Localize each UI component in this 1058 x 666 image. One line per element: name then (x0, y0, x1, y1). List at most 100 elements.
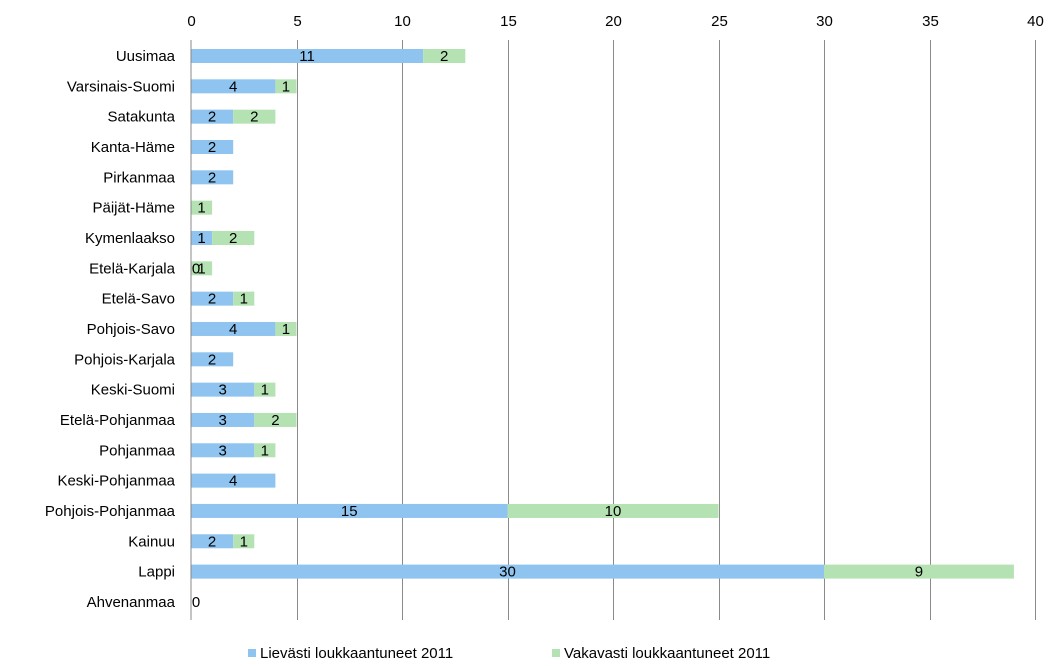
bar-vakavasti (191, 200, 213, 215)
category-label: Pohjois-Savo (87, 321, 175, 338)
bar-lievasti (191, 412, 255, 427)
bar-vakavasti (275, 321, 297, 336)
bar-vakavasti (275, 79, 297, 94)
data-label: 1 (240, 291, 248, 308)
data-label: 2 (208, 169, 216, 186)
bar-vakavasti (423, 49, 466, 63)
category-label: Pohjois-Pohjanmaa (45, 503, 176, 520)
data-label: 2 (208, 351, 216, 368)
bar-lievasti (191, 503, 508, 518)
data-label: 1 (261, 382, 269, 399)
bar-vakavasti (824, 564, 1014, 579)
x-tick-label: 25 (711, 13, 728, 30)
x-tick-label: 35 (922, 13, 939, 30)
data-label: 2 (250, 109, 258, 126)
data-label: 2 (208, 109, 216, 126)
bar-lievasti (191, 291, 234, 306)
legend-label: Lievästi loukkaantuneet 2011 (260, 645, 453, 662)
bar-vakavasti (254, 382, 276, 397)
x-tick-label: 40 (1027, 13, 1044, 30)
category-label: Pohjanmaa (99, 442, 176, 459)
bar-lievasti (191, 564, 824, 579)
category-label: Pirkanmaa (103, 169, 175, 186)
grid-lines (297, 40, 1036, 620)
bar-vakavasti (507, 503, 719, 518)
bar-lievasti (191, 473, 276, 488)
bar-vakavasti (212, 230, 255, 245)
data-label: 9 (915, 564, 923, 581)
data-label: 1 (197, 230, 205, 247)
category-label: Kymenlaakso (85, 230, 175, 247)
bar-lievasti (191, 170, 234, 185)
category-label: Kanta-Häme (91, 139, 175, 156)
bar-lievasti (191, 382, 255, 397)
category-label: Keski-Pohjanmaa (57, 473, 175, 490)
bar-lievasti (191, 321, 276, 336)
legend-swatch (552, 649, 560, 657)
category-label: Kainuu (128, 533, 175, 550)
data-label: 4 (229, 473, 237, 490)
category-label: Etelä-Pohjanmaa (60, 412, 176, 429)
x-tick-label: 10 (394, 13, 411, 30)
category-label: Etelä-Karjala (89, 260, 176, 277)
bar-vakavasti (233, 291, 255, 306)
data-label: 2 (229, 230, 237, 247)
bar-vakavasti (254, 443, 276, 458)
category-label: Lappi (138, 564, 175, 581)
bar-vakavasti (233, 534, 255, 549)
bar-lievasti (191, 230, 213, 245)
data-label: 1 (282, 321, 290, 338)
x-tick-label: 30 (816, 13, 833, 30)
category-label: Varsinais-Suomi (67, 78, 175, 95)
bar-lievasti (191, 443, 255, 458)
data-label: 3 (218, 442, 226, 459)
x-tick-label: 5 (293, 13, 301, 30)
data-label: 11 (299, 48, 315, 65)
data-label: 1 (240, 533, 248, 550)
category-label: Ahvenanmaa (87, 594, 176, 611)
data-label: 1 (261, 442, 269, 459)
bar-vakavasti (254, 412, 297, 427)
data-label: 2 (208, 291, 216, 308)
bar-lievasti (191, 109, 234, 124)
data-label: 15 (341, 503, 358, 520)
data-label: 2 (440, 48, 448, 65)
category-label: Pohjois-Karjala (74, 351, 176, 368)
x-axis-ticks: 0 5 10 15 20 25 30 35 40 (187, 13, 1044, 30)
bar-lievasti (191, 534, 234, 549)
data-label: 1 (197, 260, 205, 277)
category-label: Keski-Suomi (91, 382, 175, 399)
bar-vakavasti (191, 261, 213, 276)
data-label: 1 (282, 78, 290, 95)
category-label: Uusimaa (116, 48, 176, 65)
data-label: 10 (605, 503, 622, 520)
bars (191, 49, 1014, 579)
data-label: 3 (218, 382, 226, 399)
legend-label: Vakavasti loukkaantuneet 2011 (564, 645, 770, 662)
data-label: 30 (499, 564, 516, 581)
category-label: Etelä-Savo (102, 291, 175, 308)
bar-lievasti (191, 49, 424, 63)
bar-lievasti (191, 139, 234, 154)
data-label: 4 (229, 321, 237, 338)
bar-lievasti (191, 79, 276, 94)
x-tick-label: 15 (500, 13, 517, 30)
data-label: 4 (229, 78, 237, 95)
legend-swatch (248, 649, 256, 657)
x-tick-label: 0 (187, 13, 195, 30)
bar-vakavasti (233, 109, 276, 124)
data-label: 2 (208, 533, 216, 550)
bar-lievasti (191, 352, 234, 367)
data-label: 2 (271, 412, 279, 429)
data-label: 3 (218, 412, 226, 429)
data-label: 1 (197, 200, 205, 217)
data-label: 0 (192, 260, 200, 277)
category-label: Päijät-Häme (92, 200, 175, 217)
category-labels: Uusimaa Varsinais-Suomi Satakunta Kanta-Häm… (45, 48, 176, 611)
data-label: 0 (192, 594, 200, 611)
category-label: Satakunta (107, 109, 175, 126)
data-label: 2 (208, 139, 216, 156)
x-tick-label: 20 (605, 13, 622, 30)
legend: Lievästi loukkaantuneet 2011 Vakavasti lo… (248, 645, 770, 662)
